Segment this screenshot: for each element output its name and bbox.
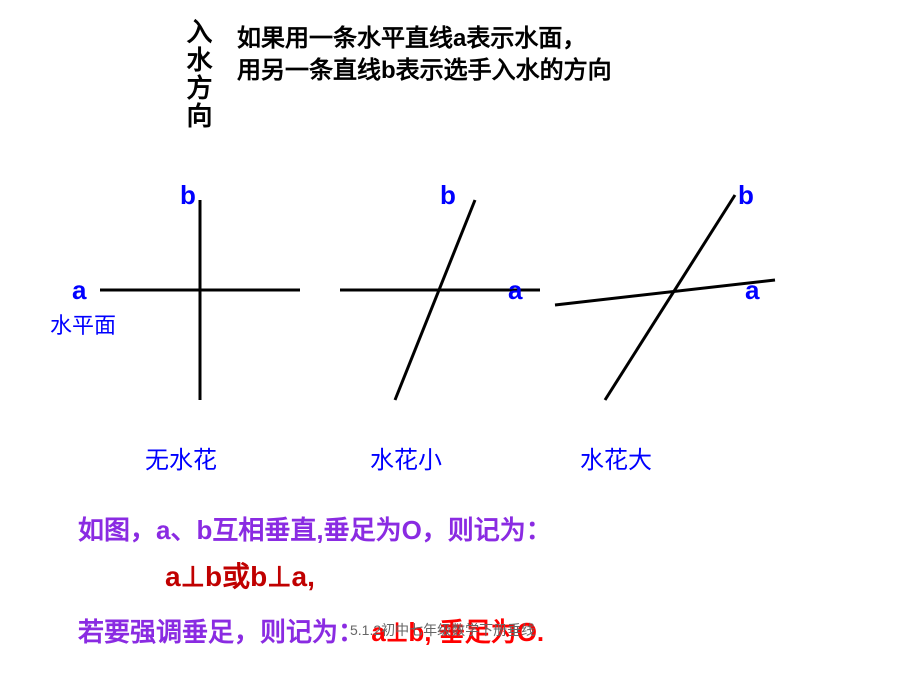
d3-line-a: [555, 280, 775, 305]
d1-b-label: b: [180, 180, 196, 211]
d2-a-label: a: [508, 275, 522, 306]
d1-caption: 无水花: [145, 440, 217, 475]
d3-a-label: a: [745, 275, 759, 306]
d3-caption: 水花大: [580, 440, 652, 475]
d2-b-label: b: [440, 180, 456, 211]
d2-caption: 水花小: [370, 440, 442, 475]
body-line-2: a⊥b或b⊥a,: [165, 555, 315, 595]
body-line-3-pre: 若要强调垂足，则记为：: [78, 617, 364, 647]
d1-extra-label: 水平面: [50, 308, 116, 340]
d3-b-label: b: [738, 180, 754, 211]
diagram-svg: [0, 0, 920, 690]
d2-line-b: [395, 200, 475, 400]
body-line-1: 如图，a、b互相垂直,垂足为O，则记为：: [78, 510, 552, 547]
d1-a-label: a: [72, 275, 86, 306]
footer-text: 5.1.2初中七年级数学下册垂线: [350, 620, 535, 640]
